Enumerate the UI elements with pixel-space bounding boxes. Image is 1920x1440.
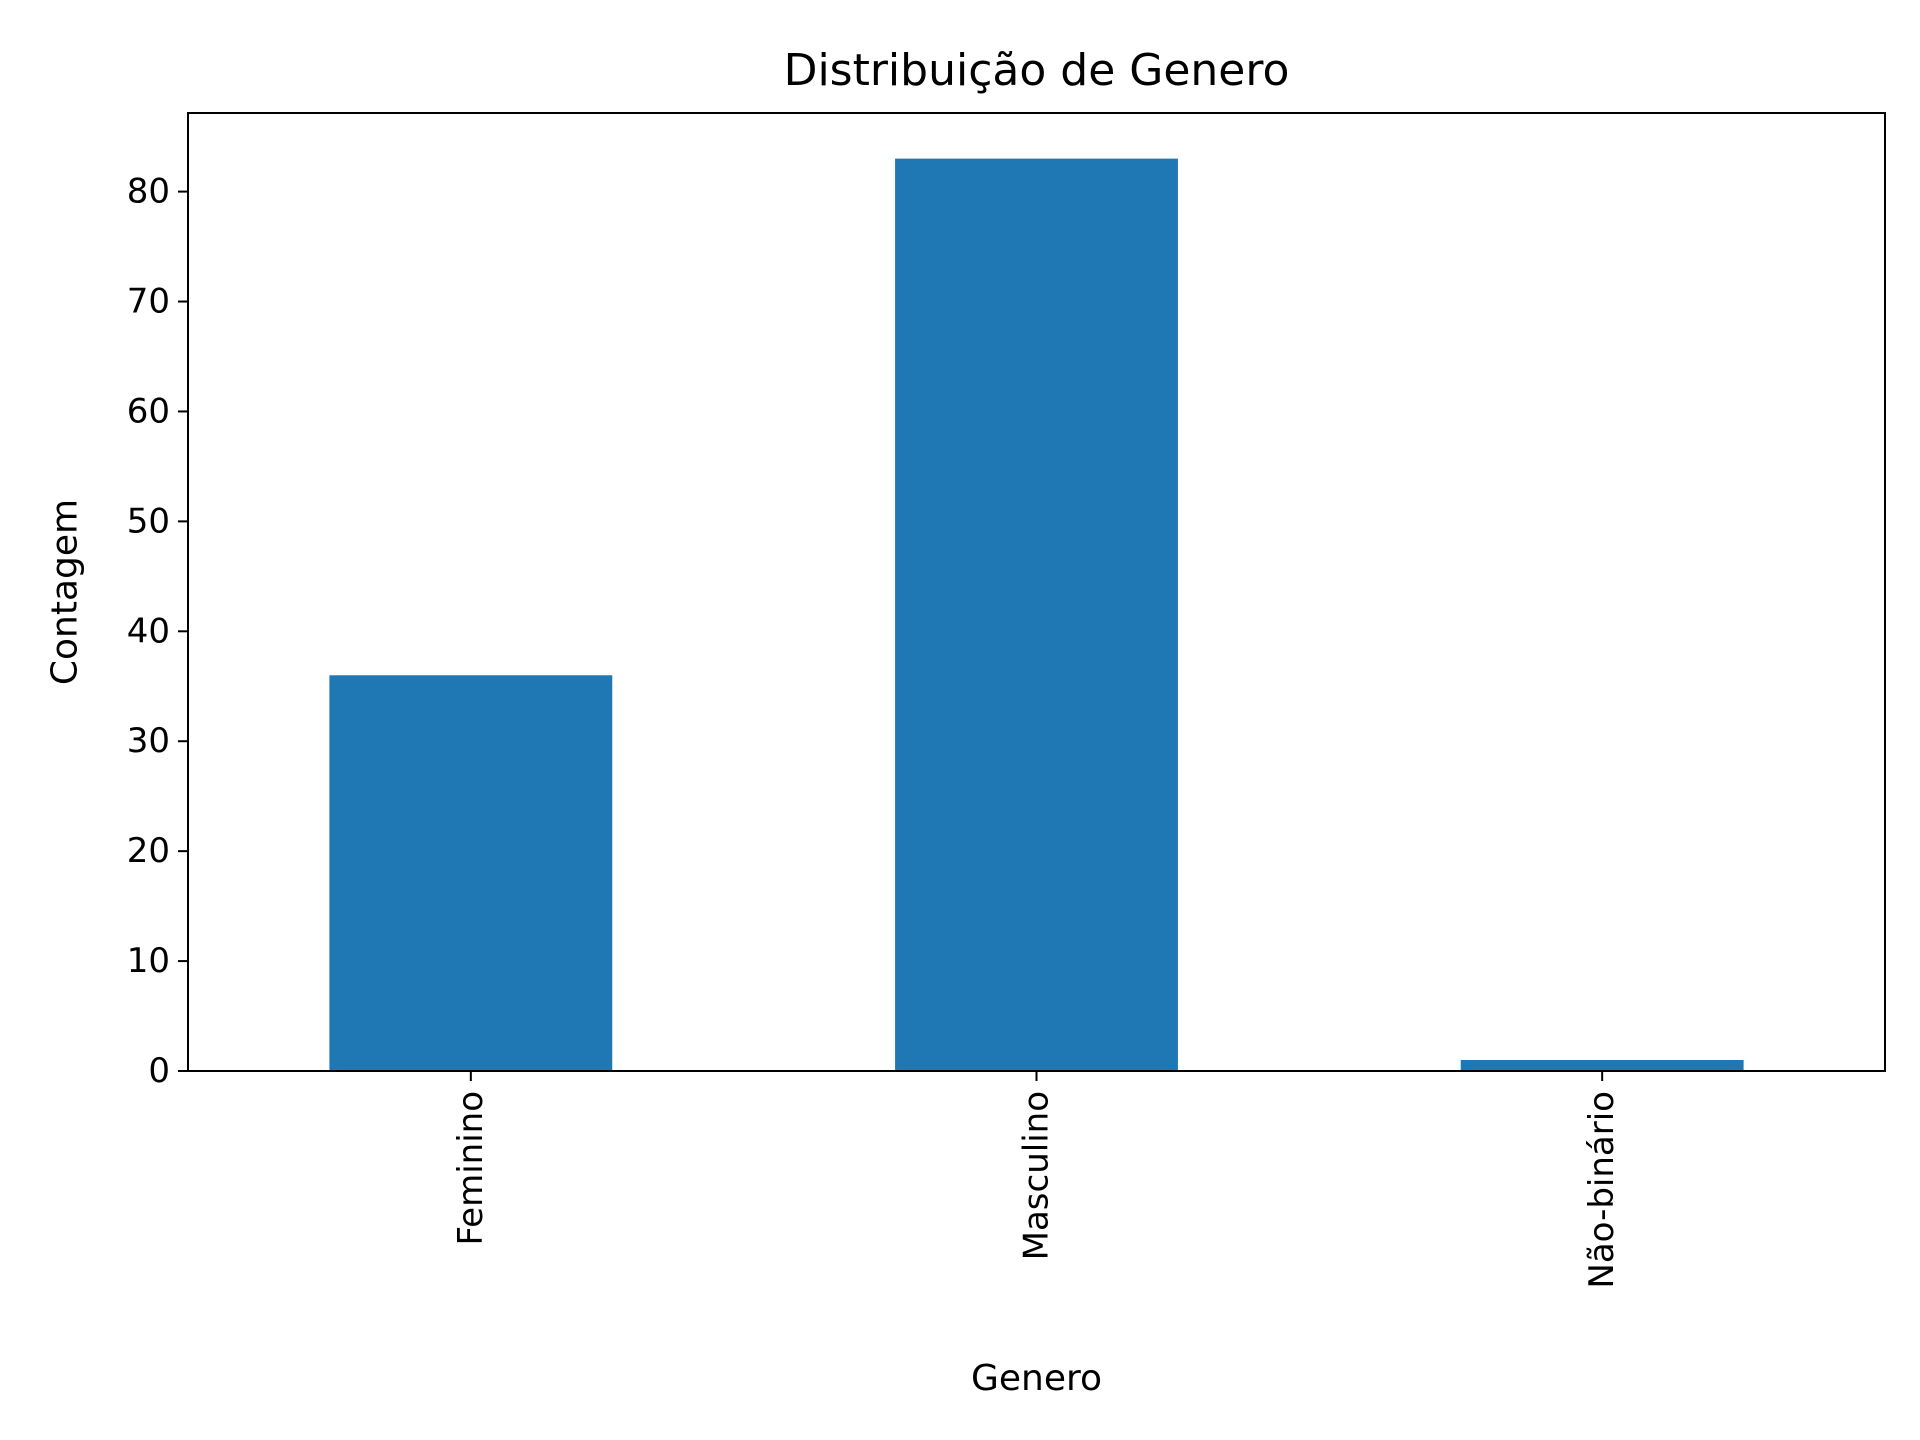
bars-group bbox=[329, 158, 1744, 1072]
bar-feminino bbox=[329, 675, 613, 1071]
y-tick-label: 0 bbox=[148, 1051, 170, 1091]
x-tick-label: Feminino bbox=[451, 1091, 491, 1246]
y-tick-label: 30 bbox=[127, 721, 170, 761]
y-tick-label: 20 bbox=[127, 831, 170, 871]
x-tick-label: Não-binário bbox=[1582, 1091, 1622, 1289]
chart-title: Distribuição de Genero bbox=[784, 45, 1290, 96]
y-tick-label: 60 bbox=[127, 391, 170, 431]
bar-n-o-bin-rio bbox=[1460, 1060, 1744, 1071]
x-tick-label: Masculino bbox=[1017, 1091, 1057, 1260]
y-axis-label: Contagem bbox=[45, 499, 86, 685]
x-axis-ticks: Feminino Masculino Não-binário bbox=[451, 1071, 1622, 1289]
bar-masculino bbox=[895, 158, 1178, 1072]
y-tick-label: 70 bbox=[127, 282, 170, 322]
y-axis-ticks: 0 10 20 30 40 50 60 70 80 bbox=[127, 172, 188, 1091]
y-tick-label: 10 bbox=[127, 941, 170, 981]
y-tick-label: 80 bbox=[127, 172, 170, 212]
y-tick-label: 50 bbox=[127, 501, 170, 541]
x-axis-label: Genero bbox=[971, 1358, 1102, 1399]
y-tick-label: 40 bbox=[127, 611, 170, 651]
